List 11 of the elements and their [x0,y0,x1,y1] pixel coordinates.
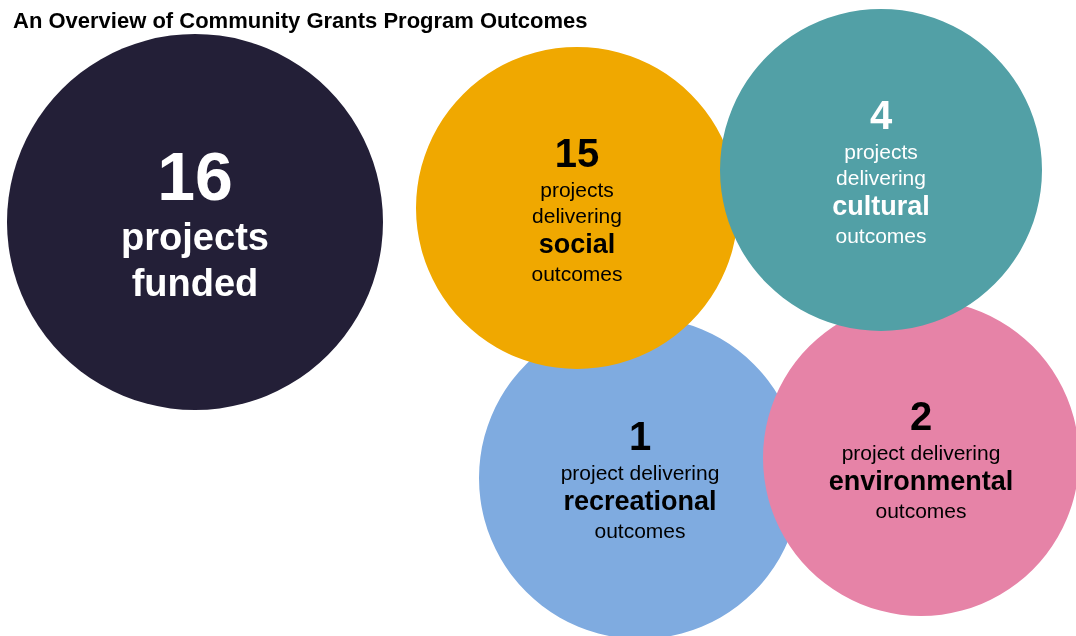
category-label: projects delivering social outcomes [531,177,623,285]
data-label: 4 [869,93,893,137]
data-label: 2 [909,394,933,438]
text: An Overview of Community Grants Program Outcomes [13,7,588,33]
data-label: 16 [157,138,233,214]
data-label: 15 [554,131,600,175]
data-label: 1 [628,414,652,458]
category-label: project delivering environmental outcomes [828,440,1014,522]
category-label: projects funded [121,216,269,304]
category-label: projects delivering cultural outcomes [832,139,930,247]
category-label: project delivering recreational outcomes [560,460,720,542]
